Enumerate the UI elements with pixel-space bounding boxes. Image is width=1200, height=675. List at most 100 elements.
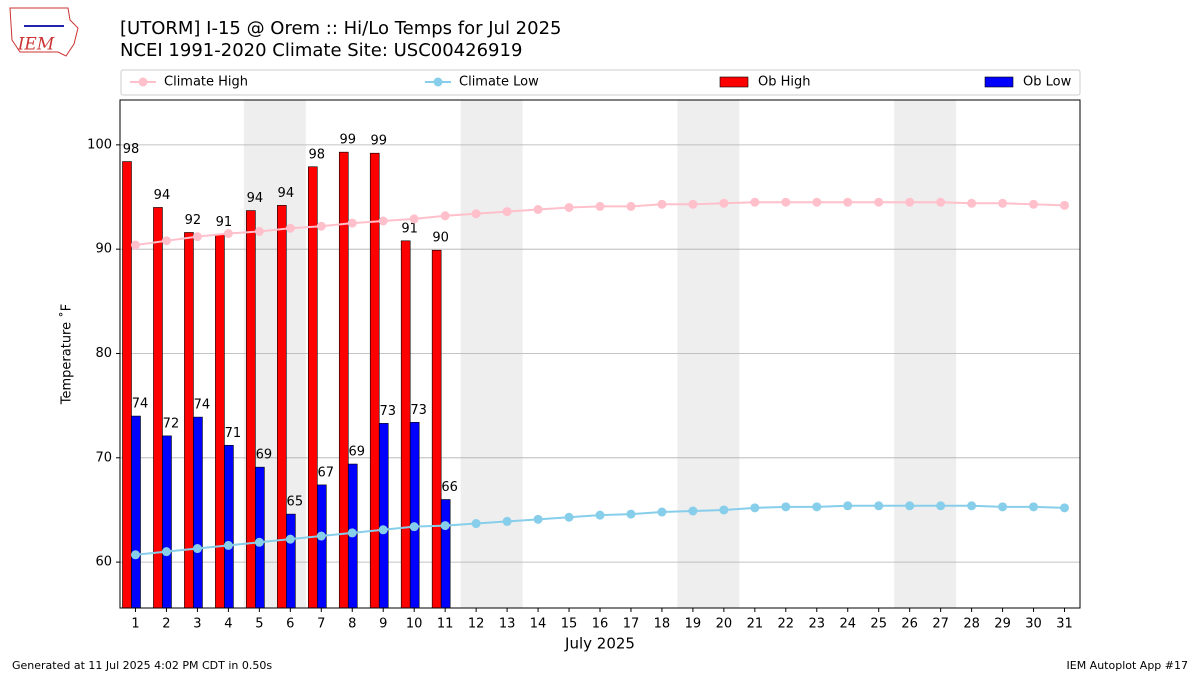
line-marker [316, 531, 326, 541]
logo-text: IEM [17, 35, 55, 55]
line-marker [1029, 502, 1039, 512]
y-tick-label: 60 [95, 555, 112, 570]
line-marker [812, 502, 822, 512]
x-tick-label: 27 [932, 617, 949, 632]
x-tick-label: 26 [901, 617, 918, 632]
line-marker [936, 197, 946, 207]
x-axis-label: July 2025 [564, 635, 635, 653]
data-label: 72 [163, 416, 180, 431]
line-marker [812, 197, 822, 207]
line-marker [967, 198, 977, 208]
bar [286, 513, 296, 609]
x-tick-label: 30 [1025, 617, 1042, 632]
x-tick-label: 9 [379, 617, 387, 632]
line-marker [843, 501, 853, 511]
footer-right: IEM Autoplot App #17 [1067, 659, 1189, 672]
line-marker [595, 510, 605, 520]
x-tick-label: 24 [839, 617, 856, 632]
line-marker [688, 506, 698, 516]
line-marker [223, 540, 233, 550]
bar [400, 240, 411, 609]
weekend-band [677, 100, 740, 608]
line-marker [130, 550, 140, 560]
x-tick-label: 3 [193, 617, 201, 632]
x-tick-label: 8 [348, 617, 356, 632]
line-marker [1060, 503, 1070, 513]
weekend-band [460, 100, 523, 608]
x-tick-label: 31 [1056, 617, 1073, 632]
line-marker [626, 201, 636, 211]
x-tick-label: 29 [994, 617, 1011, 632]
y-axis-label: Temperature ˚F [59, 304, 75, 405]
data-label: 66 [441, 480, 458, 495]
chart-title: [UTORM] I-15 @ Orem :: Hi/Lo Temps for J… [120, 18, 561, 39]
data-label: 91 [401, 221, 418, 236]
data-label: 73 [379, 404, 396, 419]
data-label: 69 [348, 445, 365, 460]
x-tick-label: 10 [406, 617, 423, 632]
x-tick-label: 21 [747, 617, 764, 632]
line-marker [440, 521, 450, 531]
x-tick-label: 19 [685, 617, 702, 632]
x-tick-label: 5 [255, 617, 263, 632]
line-marker [285, 534, 295, 544]
bar [193, 416, 203, 609]
line-marker [936, 501, 946, 511]
line-marker [409, 214, 419, 224]
bar [131, 415, 141, 609]
line-marker [378, 525, 388, 535]
legend-swatch [984, 76, 1014, 88]
line-marker [471, 209, 481, 219]
line-marker [781, 197, 791, 207]
x-tick-label: 22 [778, 617, 795, 632]
data-label: 94 [154, 188, 171, 203]
x-tick-label: 28 [963, 617, 980, 632]
x-tick-label: 6 [286, 617, 294, 632]
line-marker [533, 205, 543, 215]
bar [122, 161, 132, 609]
data-label: 98 [123, 142, 140, 157]
data-label: 98 [309, 147, 326, 162]
line-marker [409, 522, 419, 532]
data-label: 67 [318, 465, 335, 480]
line-marker [285, 223, 295, 233]
x-tick-label: 18 [654, 617, 671, 632]
data-label: 73 [410, 403, 427, 418]
line-marker [440, 211, 450, 221]
line-marker [130, 240, 140, 250]
plot-frame [119, 99, 1081, 609]
x-tick-label: 13 [499, 617, 516, 632]
line-marker [750, 197, 760, 207]
line-marker [843, 197, 853, 207]
line-marker [347, 528, 357, 538]
data-label: 74 [194, 398, 211, 413]
x-tick-label: 14 [530, 617, 547, 632]
x-tick-label: 25 [870, 617, 887, 632]
legend-label: Climate Low [459, 75, 539, 90]
line-marker [719, 198, 729, 208]
line-marker [192, 232, 202, 242]
line-marker [967, 501, 977, 511]
line-marker [378, 216, 388, 226]
bar [409, 422, 420, 609]
legend-label: Ob High [758, 75, 811, 90]
line-marker [161, 236, 171, 246]
data-label: 91 [216, 215, 233, 230]
line-marker [874, 197, 884, 207]
line-marker [1060, 200, 1070, 210]
data-label: 69 [256, 448, 273, 463]
data-label: 74 [132, 397, 149, 412]
line-marker [564, 512, 574, 522]
line-marker [254, 226, 264, 236]
line-marker [905, 197, 915, 207]
x-tick-label: 4 [224, 617, 232, 632]
line-marker [595, 201, 605, 211]
line-marker [657, 199, 667, 209]
legend-marker [138, 77, 148, 87]
x-tick-label: 15 [561, 617, 578, 632]
y-tick-label: 100 [87, 137, 112, 152]
x-tick-label: 16 [592, 617, 609, 632]
line-marker [998, 502, 1008, 512]
